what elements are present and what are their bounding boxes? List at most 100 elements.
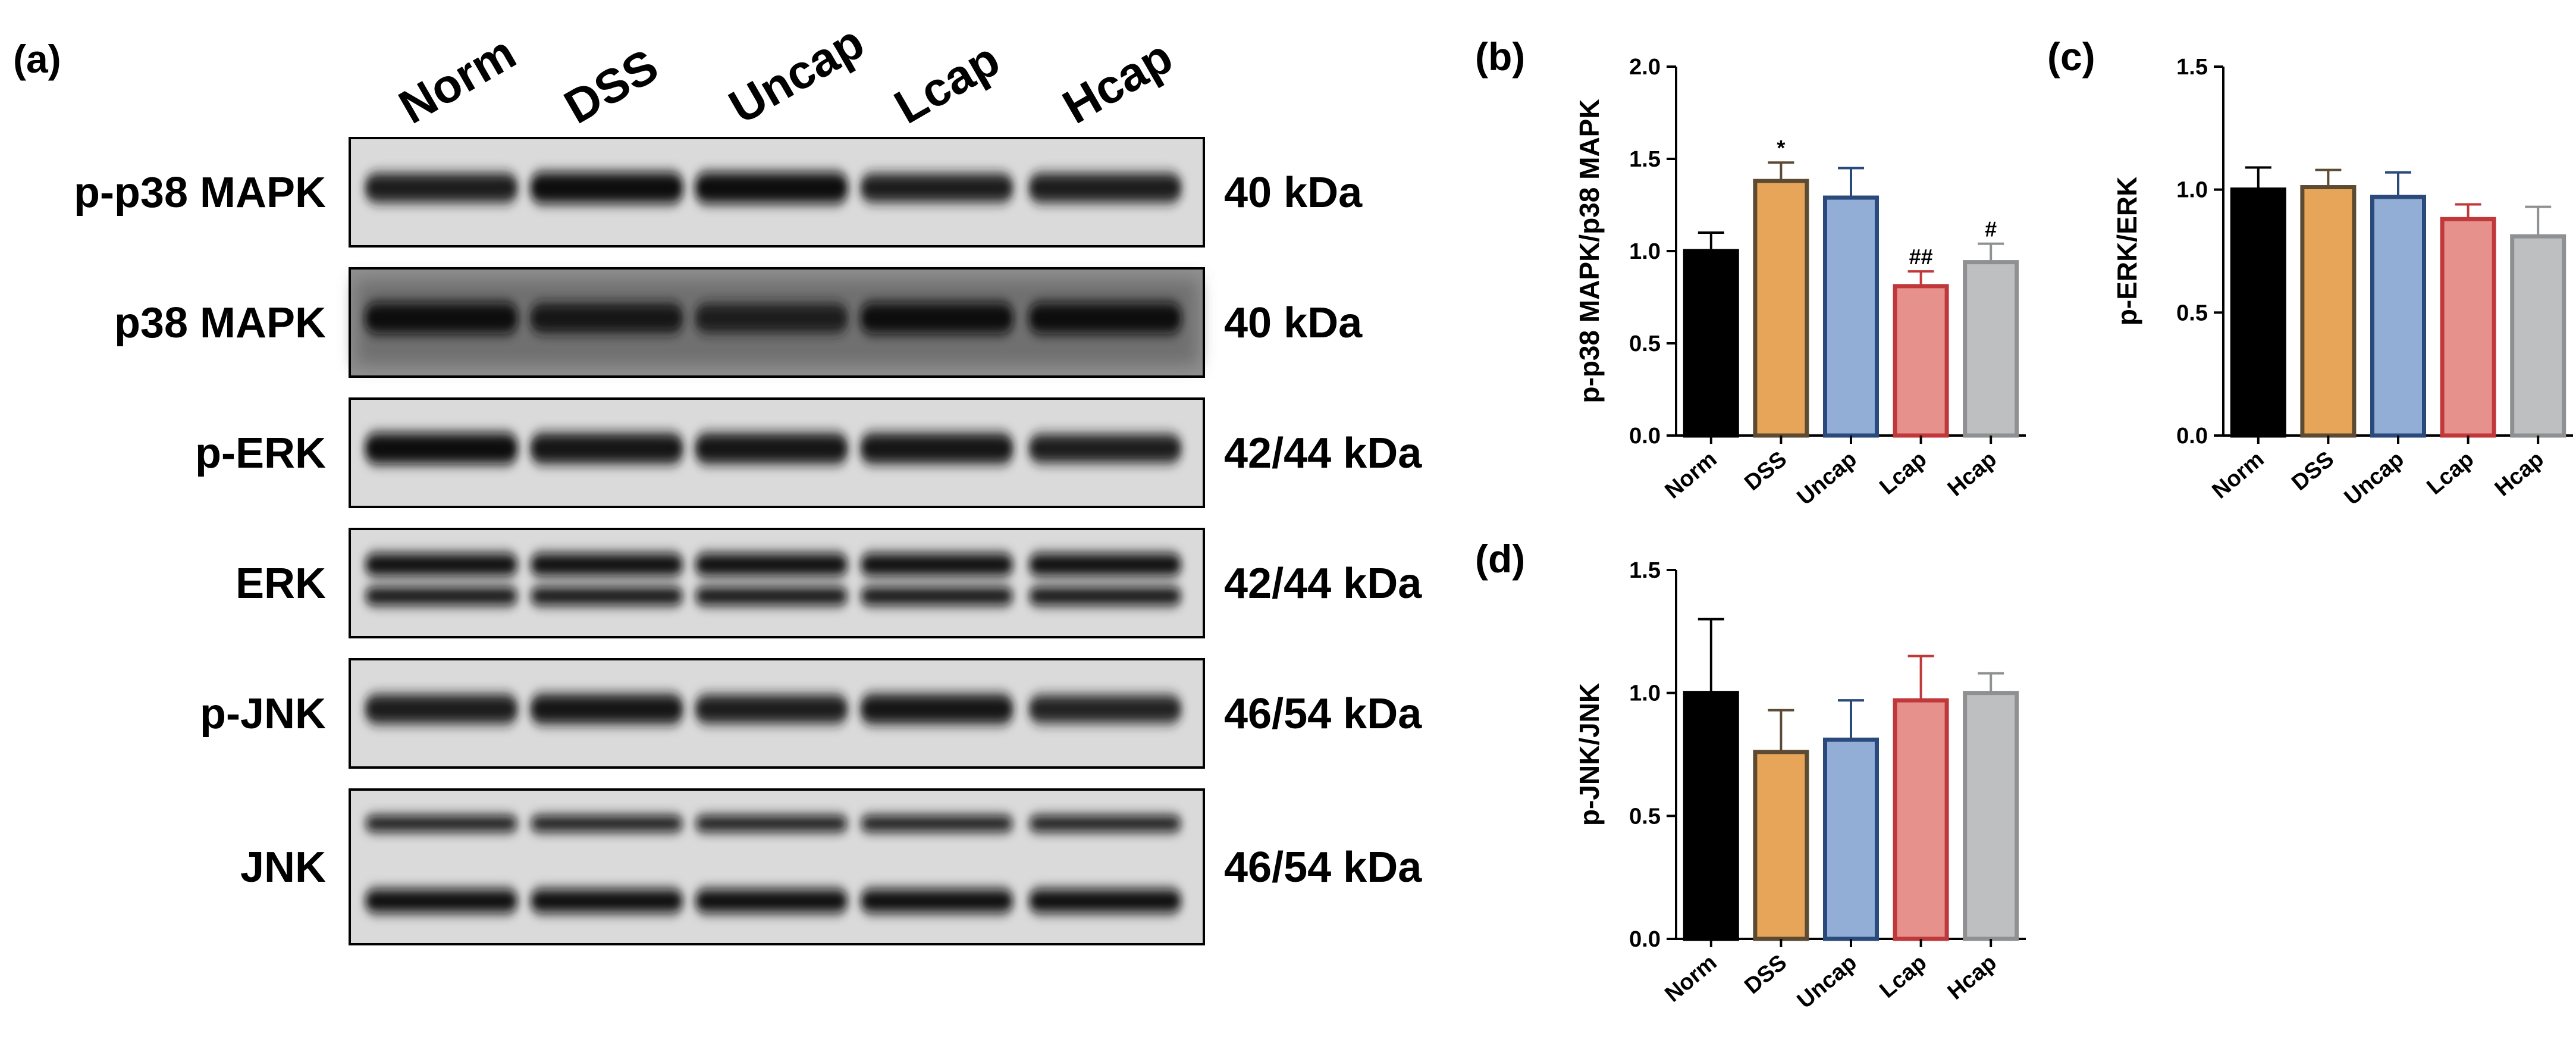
blot-band (860, 816, 1014, 832)
x-tick-label-uncap: Uncap (1793, 950, 1862, 1014)
x-tick-label-norm: Norm (2208, 447, 2269, 504)
blot-band (530, 433, 683, 464)
blot-row: p-JNK 46/54 kDa (200, 658, 1422, 769)
blot-frame (349, 137, 1205, 248)
blot-band (530, 889, 683, 913)
blot-band (860, 173, 1014, 202)
blot-background (350, 790, 1204, 944)
y-tick-label: 1.0 (1629, 681, 1661, 706)
bar-chart-c: 0.0 0.5 1.0 1.5 p-ERK/ERK Norm DSS Uncap Lcap Hca… (2111, 55, 2573, 510)
bar-lcap (1893, 698, 1949, 941)
blot-row: p-p38 MAPK 40 kDa (74, 137, 1363, 248)
significance-mark: * (1777, 136, 1785, 160)
blot-band (365, 302, 518, 334)
x-tick-label-uncap: Uncap (2340, 447, 2409, 510)
blot-frame (349, 397, 1205, 508)
blot-band (695, 889, 848, 913)
protein-label: ERK (236, 560, 326, 607)
y-tick-label: 1.0 (1629, 239, 1661, 264)
blot-band (860, 553, 1014, 577)
bar-norm (2230, 187, 2286, 438)
blot-frame (349, 528, 1205, 638)
lane-label-dss: DSS (556, 39, 667, 133)
blot-band (860, 433, 1014, 464)
x-tick-label-lcap: Lcap (2422, 447, 2478, 500)
blot-band (860, 587, 1014, 605)
significance-mark: # (1985, 217, 1997, 242)
bar-hcap (2510, 234, 2566, 438)
x-tick-label-dss: DSS (2287, 447, 2339, 496)
bar-hcap (1963, 260, 2019, 438)
blot-band (1028, 173, 1182, 203)
bar-dss (1753, 750, 1809, 941)
panel-label-c: (c) (2047, 35, 2095, 79)
x-tick-label-hcap: Hcap (1943, 447, 2001, 502)
blot-band (1028, 889, 1182, 913)
bar-dss (1753, 178, 1809, 438)
bar-norm (1683, 249, 1739, 438)
protein-label: p-p38 MAPK (74, 169, 326, 217)
y-tick-label: 1.0 (2176, 178, 2208, 203)
blot-band (1028, 816, 1182, 832)
bar-norm (1683, 691, 1739, 941)
blot-band (365, 816, 518, 832)
x-tick-label-norm: Norm (1661, 950, 1722, 1007)
panel-label-d: (d) (1475, 537, 1525, 581)
bar-uncap (2370, 195, 2427, 438)
x-tick-label-norm: Norm (1661, 447, 1722, 504)
blot-band (365, 694, 518, 724)
y-tick-label: 0.0 (1629, 424, 1661, 449)
bar-chart-d: 0.0 0.5 1.0 1.5 p-JNK/JNK Norm DSS Uncap Lcap Hca… (1574, 558, 2026, 1014)
x-tick-label-dss: DSS (1740, 447, 1791, 496)
y-axis-title: p-ERK/ERK (2111, 177, 2142, 325)
blot-band (860, 889, 1014, 913)
lane-label-norm: Norm (390, 26, 524, 134)
panel-label-b: (b) (1475, 35, 1525, 79)
protein-label: p-JNK (200, 690, 326, 738)
protein-label: JNK (240, 844, 326, 891)
blot-band (860, 694, 1014, 724)
blot-background (350, 529, 1204, 637)
blot-band (695, 694, 848, 723)
y-tick-label: 1.5 (1629, 558, 1661, 583)
size-label: 46/54 kDa (1224, 690, 1422, 738)
bar-uncap (1822, 737, 1880, 941)
blot-band (695, 816, 848, 832)
y-tick-label: 2.0 (1629, 55, 1661, 80)
blot-band (365, 587, 518, 605)
size-label: 46/54 kDa (1224, 844, 1422, 891)
y-tick-label: 1.5 (1629, 147, 1661, 172)
blot-band (1028, 695, 1182, 723)
blot-band (365, 173, 518, 203)
size-label: 40 kDa (1224, 299, 1363, 347)
y-tick-label: 0.5 (1629, 331, 1661, 356)
blot-band (1028, 553, 1182, 577)
blot-band (1028, 587, 1182, 605)
blot-frame (349, 788, 1205, 945)
protein-label: p38 MAPK (114, 299, 326, 347)
blot-band (530, 587, 683, 605)
blot-row: p-ERK 42/44 kDa (195, 397, 1422, 508)
blot-frame (349, 658, 1205, 769)
blot-band (530, 553, 683, 577)
bar-lcap (2440, 217, 2496, 438)
lane-label-uncap: Uncap (720, 15, 873, 133)
y-tick-label: 0.5 (2176, 300, 2208, 325)
size-label: 42/44 kDa (1224, 430, 1422, 477)
blot-row: ERK 42/44 kDa (236, 528, 1422, 638)
blot-band (365, 889, 518, 913)
blot-band (530, 172, 683, 204)
panel-label-a: (a) (13, 37, 61, 81)
lane-label-lcap: Lcap (886, 32, 1008, 133)
bar-dss (2300, 185, 2357, 438)
blot-band (530, 816, 683, 832)
significance-mark: ## (1909, 245, 1933, 269)
x-tick-label-lcap: Lcap (1875, 447, 1931, 500)
y-axis-title: p-JNK/JNK (1574, 683, 1605, 826)
size-label: 40 kDa (1224, 169, 1363, 217)
blot-band (1028, 302, 1182, 334)
x-tick-label-dss: DSS (1740, 950, 1791, 999)
x-tick-label-hcap: Hcap (1943, 950, 2001, 1005)
